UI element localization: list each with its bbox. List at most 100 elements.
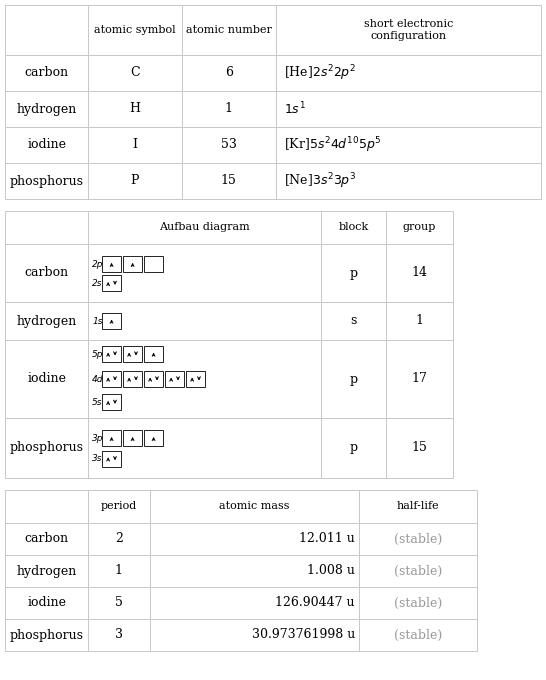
Bar [276, 55, 541, 91]
Bar [102, 451, 121, 466]
Text: group: group [402, 222, 436, 233]
Bar [385, 244, 453, 302]
Bar [5, 302, 88, 340]
Bar [123, 371, 142, 387]
Text: p: p [349, 373, 358, 386]
Text: (stable): (stable) [394, 564, 442, 577]
Text: hydrogen: hydrogen [16, 314, 76, 328]
Text: 1: 1 [115, 564, 123, 577]
Text: [He]$2s^2$$2p^2$: [He]$2s^2$$2p^2$ [284, 63, 356, 83]
Bar [88, 5, 182, 55]
Text: [Kr]$5s^2$$4d^{10}$$5p^5$: [Kr]$5s^2$$4d^{10}$$5p^5$ [284, 135, 381, 155]
Bar [385, 418, 453, 478]
Text: Aufbau diagram: Aufbau diagram [159, 222, 250, 233]
Bar [88, 340, 321, 418]
Bar [88, 163, 182, 199]
Bar [359, 619, 477, 651]
Text: phosphorus: phosphorus [9, 175, 84, 188]
Bar [102, 394, 121, 411]
Bar [150, 587, 359, 619]
Bar [5, 127, 88, 163]
Bar [144, 371, 163, 387]
Bar [5, 523, 88, 555]
Bar [150, 490, 359, 523]
Text: (stable): (stable) [394, 596, 442, 609]
Bar [321, 340, 385, 418]
Bar [5, 555, 88, 587]
Bar [88, 91, 182, 127]
Text: 3s: 3s [92, 454, 103, 463]
Bar [88, 523, 150, 555]
Text: 1: 1 [225, 103, 233, 116]
Bar [5, 211, 88, 244]
Bar [88, 127, 182, 163]
Bar [5, 91, 88, 127]
Text: atomic mass: atomic mass [219, 501, 289, 511]
Bar [321, 302, 385, 340]
Text: 5s: 5s [92, 398, 103, 407]
Text: iodine: iodine [27, 139, 66, 152]
Text: block: block [339, 222, 369, 233]
Text: 15: 15 [221, 175, 237, 188]
Bar [88, 418, 321, 478]
Text: 12.011 u: 12.011 u [299, 532, 355, 545]
Text: short electronic
configuration: short electronic configuration [364, 19, 453, 41]
Bar [182, 55, 276, 91]
Bar [88, 587, 150, 619]
Text: H: H [129, 103, 140, 116]
Text: 3p: 3p [92, 434, 104, 443]
Bar [359, 587, 477, 619]
Text: 2p: 2p [92, 260, 104, 269]
Bar [88, 490, 150, 523]
Text: 4d: 4d [92, 375, 104, 384]
Bar [5, 55, 88, 91]
Text: 3: 3 [115, 628, 123, 641]
Bar [5, 418, 88, 478]
Bar [102, 346, 121, 362]
Text: I: I [133, 139, 138, 152]
Text: half-life: half-life [396, 501, 439, 511]
Text: P: P [130, 175, 139, 188]
Text: 1s: 1s [92, 316, 103, 326]
Text: (stable): (stable) [394, 628, 442, 641]
Text: 14: 14 [411, 267, 427, 279]
Bar [182, 91, 276, 127]
Bar [186, 371, 205, 387]
Bar [276, 127, 541, 163]
Bar [88, 244, 321, 302]
Text: 15: 15 [411, 441, 427, 454]
Bar [123, 430, 142, 446]
Bar [88, 211, 321, 244]
Bar [102, 256, 121, 272]
Text: 2: 2 [115, 532, 123, 545]
Bar [150, 523, 359, 555]
Bar [88, 302, 321, 340]
Text: $1s^1$: $1s^1$ [284, 101, 305, 117]
Text: C: C [130, 67, 140, 80]
Text: phosphorus: phosphorus [9, 441, 84, 454]
Text: p: p [349, 441, 358, 454]
Text: 1.008 u: 1.008 u [307, 564, 355, 577]
Bar [102, 313, 121, 329]
Bar [182, 163, 276, 199]
Bar [144, 346, 163, 362]
Bar [359, 490, 477, 523]
Bar [102, 371, 121, 387]
Bar [102, 275, 121, 292]
Bar [150, 619, 359, 651]
Bar [5, 244, 88, 302]
Bar [276, 163, 541, 199]
Text: 126.90447 u: 126.90447 u [275, 596, 355, 609]
Bar [88, 619, 150, 651]
Text: 53: 53 [221, 139, 237, 152]
Text: carbon: carbon [25, 67, 69, 80]
Bar [385, 211, 453, 244]
Bar [165, 371, 184, 387]
Text: s: s [350, 314, 357, 328]
Bar [5, 587, 88, 619]
Text: atomic symbol: atomic symbol [94, 25, 176, 35]
Text: [Ne]$3s^2$$3p^3$: [Ne]$3s^2$$3p^3$ [284, 171, 356, 191]
Text: 6: 6 [225, 67, 233, 80]
Bar [276, 91, 541, 127]
Bar [385, 340, 453, 418]
